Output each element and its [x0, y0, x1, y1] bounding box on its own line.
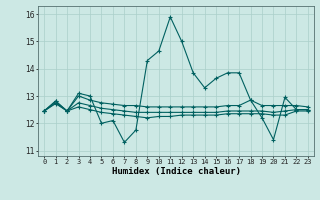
X-axis label: Humidex (Indice chaleur): Humidex (Indice chaleur)	[111, 167, 241, 176]
